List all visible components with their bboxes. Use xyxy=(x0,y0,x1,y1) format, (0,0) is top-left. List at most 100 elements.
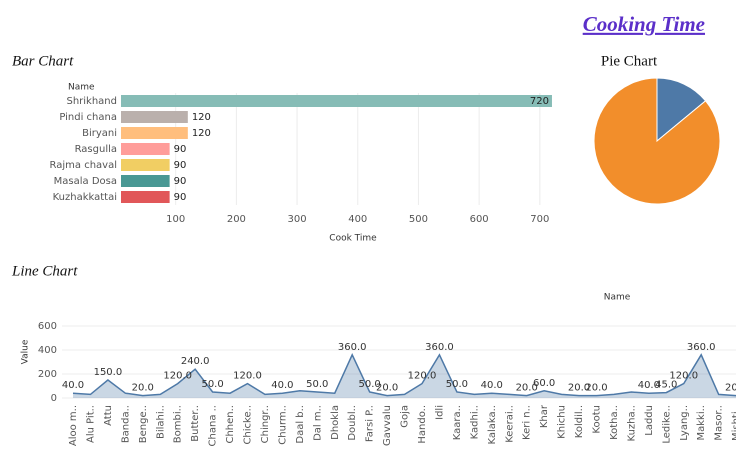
data-label: 20.0 xyxy=(568,383,590,394)
y-tick-label: Rasgulla xyxy=(75,144,117,155)
bar-value-label: 90 xyxy=(174,144,187,155)
bar-value-label: 90 xyxy=(174,176,187,187)
bar xyxy=(121,159,170,171)
y-tick-label: Biryani xyxy=(82,128,117,139)
x-tick-label: 200 xyxy=(227,214,246,225)
data-label: 40.0 xyxy=(638,380,660,391)
x-tick-label: Bombi.. xyxy=(173,405,184,443)
x-tick-label: 400 xyxy=(348,214,367,225)
x-tick-label: Goja xyxy=(400,405,411,428)
pie-chart-title: Pie Chart xyxy=(601,53,658,69)
x-tick-label: Benge.. xyxy=(138,405,149,443)
x-tick-label: Doubl.. xyxy=(347,405,358,441)
x-tick-label: Aloo m.. xyxy=(68,405,79,446)
x-tick-label: Kaara.. xyxy=(452,405,463,440)
x-tick-label: Kootu xyxy=(592,405,603,434)
x-tick-label: Khar xyxy=(539,404,550,428)
line-chart-title: Line Chart xyxy=(11,263,78,279)
data-label: 240.0 xyxy=(181,356,210,367)
bar-value-label: 720 xyxy=(530,96,549,107)
y-tick-label: Shrikhand xyxy=(66,96,117,107)
data-label: 45.0 xyxy=(655,380,677,391)
x-tick-label: Idli xyxy=(434,405,445,420)
x-tick-label: Ledike.. xyxy=(661,405,672,444)
bar xyxy=(121,111,188,123)
x-tick-label: Chingr.. xyxy=(260,405,271,443)
data-label: 50.0 xyxy=(359,379,381,390)
bar xyxy=(121,175,170,187)
x-tick-label: 300 xyxy=(288,214,307,225)
data-label: 50.0 xyxy=(446,379,468,390)
data-label: 360.0 xyxy=(338,342,367,353)
bar-value-label: 90 xyxy=(174,160,187,171)
x-tick-label: Dhokla xyxy=(330,405,341,440)
bar-value-label: 90 xyxy=(174,192,187,203)
line-y-label: Value xyxy=(21,339,31,364)
data-label: 60.0 xyxy=(533,378,555,389)
data-label: 120.0 xyxy=(163,371,192,382)
y-tick-label: Rajma chaval xyxy=(50,160,117,171)
data-label: 360.0 xyxy=(425,342,454,353)
x-tick-label: 100 xyxy=(166,214,185,225)
data-label: 20.0 xyxy=(376,383,398,394)
line-series xyxy=(72,353,736,397)
x-tick-label: Makki.. xyxy=(696,405,707,440)
bar-value-label: 120 xyxy=(192,112,211,123)
x-tick-label: Khichu xyxy=(557,405,568,439)
x-tick-label: 600 xyxy=(470,214,489,225)
data-label: 20.0 xyxy=(585,383,607,394)
y-tick-label: Kuzhakkattai xyxy=(53,192,117,203)
y-tick-label: 200 xyxy=(38,369,57,380)
data-label: 50.0 xyxy=(201,379,223,390)
x-tick-label: Butter.. xyxy=(190,405,201,442)
bar-value-label: 120 xyxy=(192,128,211,139)
x-tick-label: Chhen.. xyxy=(225,405,236,444)
data-label: 120.0 xyxy=(408,371,437,382)
x-tick-label: Kalaka.. xyxy=(487,405,498,445)
x-tick-label: Chicke.. xyxy=(243,405,254,445)
x-tick-label: Mishti.. xyxy=(731,405,736,441)
dashboard-title[interactable]: Cooking Time xyxy=(583,12,705,36)
y-tick-label: 600 xyxy=(38,321,57,332)
x-tick-label: Bilahi.. xyxy=(155,405,166,439)
bar xyxy=(121,143,170,155)
x-tick-label: Churm.. xyxy=(277,405,288,445)
bar-y-label: Name xyxy=(68,83,95,93)
data-label: 20.0 xyxy=(725,383,736,394)
data-label: 360.0 xyxy=(687,342,716,353)
x-tick-label: Keri n.. xyxy=(522,405,533,440)
x-tick-label: Laddu xyxy=(644,405,655,436)
x-tick-label: Keerai.. xyxy=(504,405,515,443)
x-tick-label: Lyang.. xyxy=(679,405,690,441)
bar xyxy=(121,127,188,139)
line-legend-title: Name xyxy=(604,293,631,303)
x-tick-label: Koldil.. xyxy=(574,405,585,438)
data-label: 20.0 xyxy=(516,383,538,394)
y-tick-label: Pindi chana xyxy=(59,112,117,123)
pie-slice xyxy=(593,77,721,205)
x-tick-label: Hando.. xyxy=(417,405,428,444)
bar xyxy=(121,191,170,203)
pie-slice xyxy=(656,77,707,143)
bar-chart-title: Bar Chart xyxy=(12,53,74,69)
x-tick-label: Banda.. xyxy=(120,405,131,443)
data-label: 40.0 xyxy=(271,380,293,391)
x-tick-label: Kuzha.. xyxy=(626,405,637,441)
data-label: 120.0 xyxy=(233,371,262,382)
x-tick-label: Gavvalu xyxy=(382,405,393,446)
x-tick-label: Daal b.. xyxy=(295,405,306,444)
data-label: 120.0 xyxy=(669,371,698,382)
data-label: 20.0 xyxy=(132,383,154,394)
data-label: 150.0 xyxy=(94,367,123,378)
bar xyxy=(121,95,552,107)
x-tick-label: 700 xyxy=(530,214,549,225)
x-tick-label: Kotha.. xyxy=(609,405,620,440)
data-label: 40.0 xyxy=(62,380,84,391)
x-tick-label: Chana .. xyxy=(208,405,219,446)
data-label: 40.0 xyxy=(481,380,503,391)
y-tick-label: 400 xyxy=(38,345,57,356)
x-tick-label: Farsi P.. xyxy=(365,405,376,442)
y-tick-label: 0 xyxy=(51,393,57,404)
